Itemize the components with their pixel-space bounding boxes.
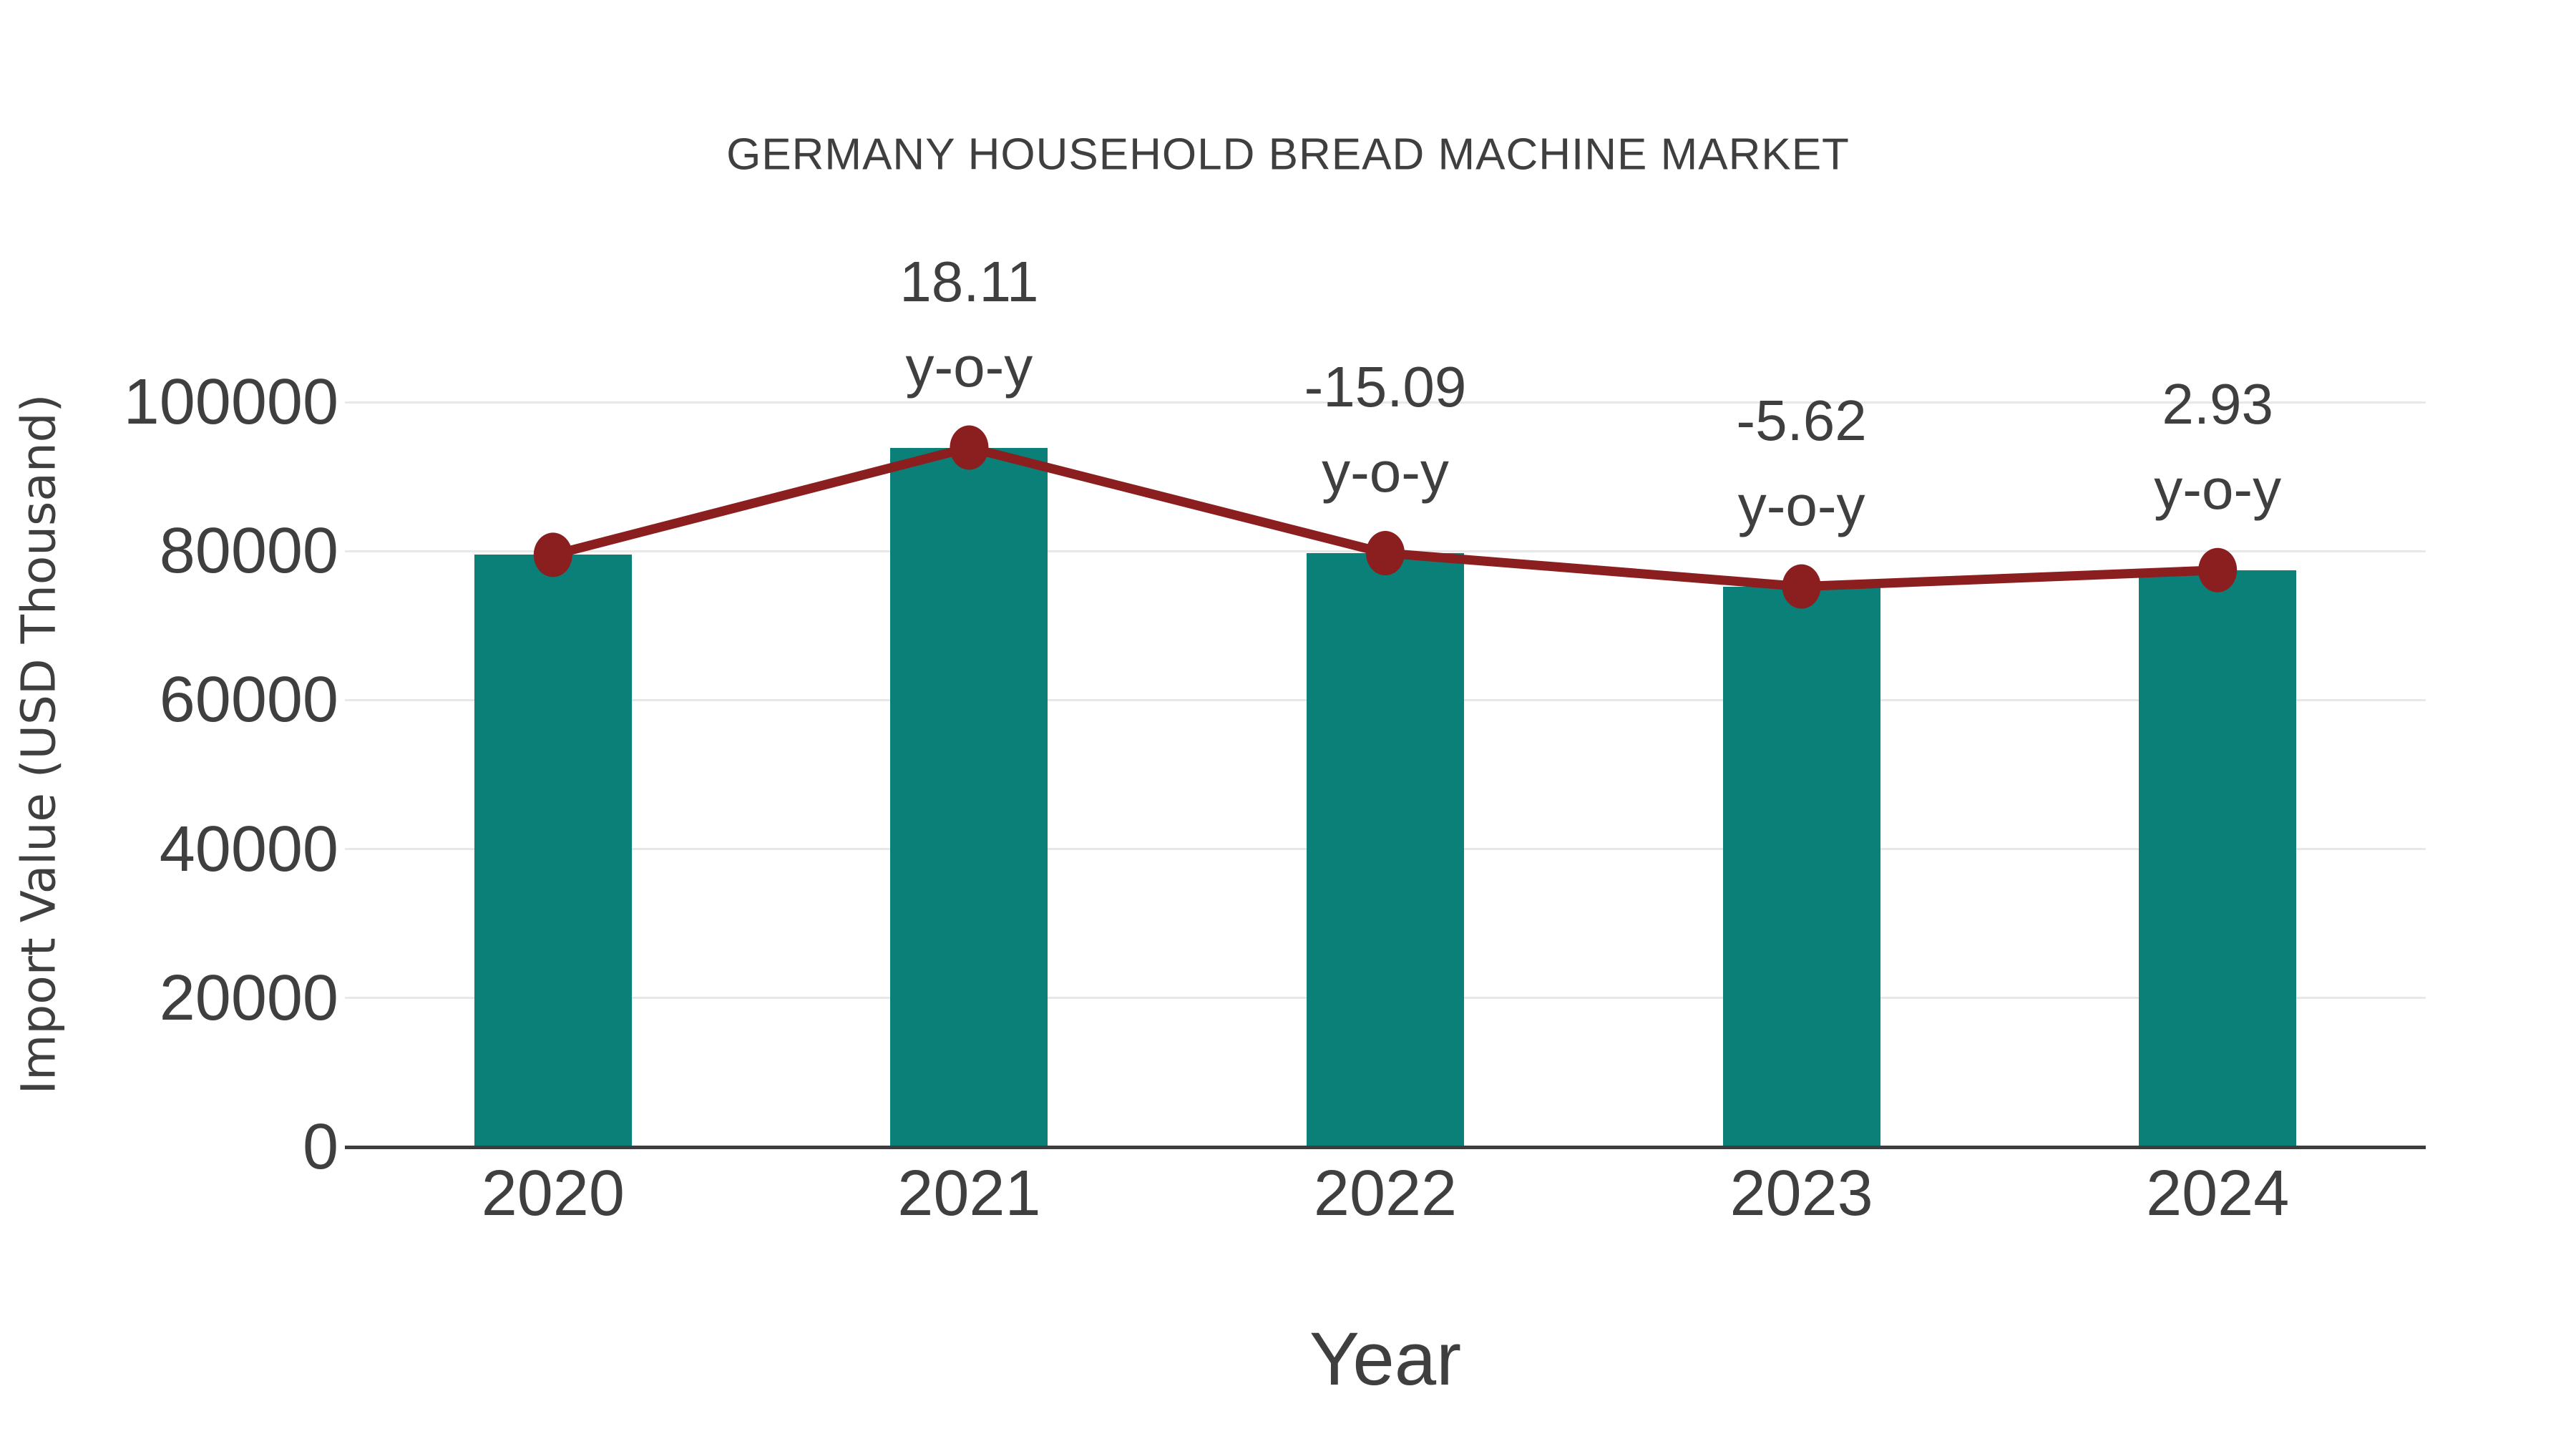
annotation-label-2021: y-o-y	[905, 334, 1033, 399]
bar-2024	[2139, 570, 2297, 1147]
x-tick-2020: 2020	[481, 1158, 625, 1229]
bar-2021	[890, 447, 1048, 1147]
marker-2024	[2198, 547, 2238, 592]
x-tick-2021: 2021	[897, 1158, 1041, 1229]
marker-2023	[1782, 564, 1821, 609]
bar-2020	[474, 555, 632, 1147]
marker-2020	[533, 532, 572, 577]
x-tick-2023: 2023	[1729, 1158, 1873, 1229]
x-axis-line	[345, 1145, 2426, 1149]
annotation-value-2022: -15.09	[1304, 355, 1467, 419]
annotation-value-2024: 2.93	[2162, 371, 2274, 436]
y-tick-0: 0	[302, 1111, 338, 1183]
annotation-value-2023: -5.62	[1736, 388, 1867, 452]
chart-title: GERMANY HOUSEHOLD BREAD MACHINE MARKET	[726, 130, 1850, 180]
annotation-label-2022: y-o-y	[1322, 440, 1449, 504]
y-tick-20000: 20000	[159, 962, 338, 1034]
annotation-label-2023: y-o-y	[1737, 473, 1865, 537]
y-tick-100000: 100000	[123, 366, 338, 438]
gridline-100000	[345, 401, 2426, 404]
annotation-value-2021: 18.11	[899, 249, 1039, 313]
annotation-label-2024: y-o-y	[2154, 457, 2282, 521]
x-tick-2024: 2024	[2146, 1158, 2290, 1229]
marker-2021	[950, 425, 989, 470]
y-tick-60000: 60000	[159, 664, 338, 736]
x-tick-2022: 2022	[1313, 1158, 1458, 1229]
x-axis-title: Year	[1309, 1317, 1462, 1401]
bar-2022	[1307, 553, 1464, 1147]
marker-2022	[1366, 531, 1405, 576]
y-tick-80000: 80000	[159, 515, 338, 587]
bar-2023	[1722, 586, 1880, 1147]
y-tick-40000: 40000	[159, 813, 338, 885]
